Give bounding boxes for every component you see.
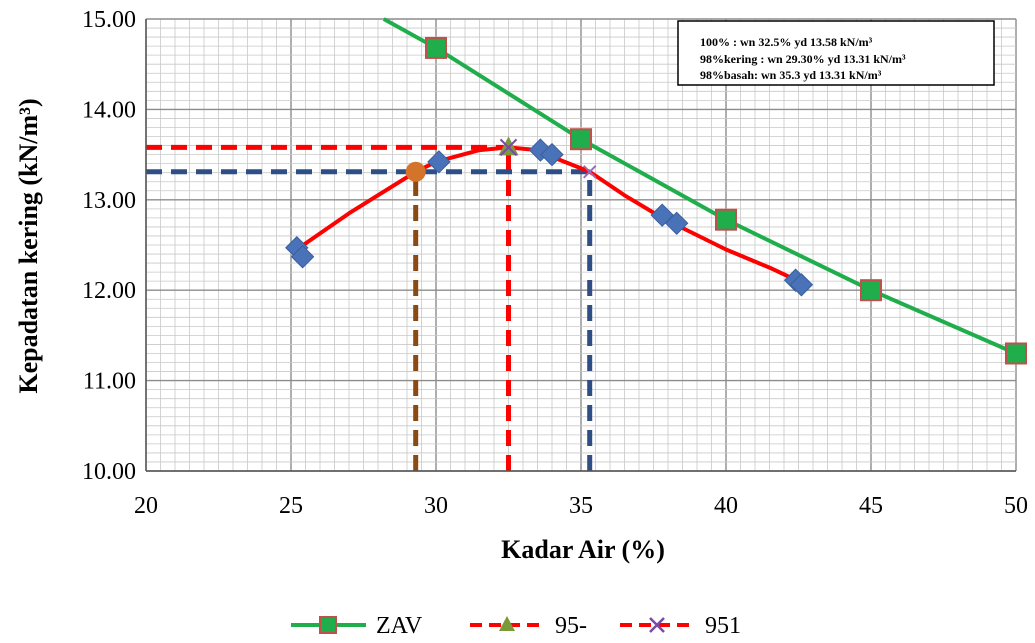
markers (285, 36, 1027, 365)
y-tick-label-5: 15.00 (82, 7, 136, 33)
legend-item-2: 951 (620, 613, 741, 639)
legend-label-1: 95- (555, 613, 587, 638)
legend-marker-2 (649, 617, 665, 633)
legend-marker-0 (319, 616, 337, 634)
x-axis-title: Kadar Air (%) (501, 535, 665, 564)
zav-marker-1 (570, 128, 592, 151)
annotation-line-3: 98%basah: wn 35.3 yd 13.31 kN/m³ (700, 68, 882, 82)
point-98-kering-marker (405, 161, 426, 182)
y-tick-label-4: 14.00 (82, 97, 136, 123)
grid (145, 18, 1017, 472)
point-100-marker (498, 136, 519, 156)
x-tick-label-6: 50 (1004, 493, 1028, 519)
annotation-line-1: 100% : wn 32.5% yd 13.58 kN/m³ (700, 35, 873, 49)
y-tick-label-0: 10.00 (82, 459, 136, 485)
y-tick-label-2: 12.00 (82, 278, 136, 304)
zav-marker-3 (860, 279, 882, 302)
legend-item-1: 95- (470, 613, 587, 639)
legend-label-2: 951 (705, 613, 741, 638)
x-tick-label-2: 30 (424, 493, 448, 519)
y-tick-label-1: 11.00 (83, 369, 136, 395)
x-tick-label-3: 35 (569, 493, 593, 519)
x-tick-label-1: 25 (279, 493, 303, 519)
y-axis-title: Kepadatan kering (kN/m³) (14, 98, 43, 393)
x-tick-label-5: 45 (859, 493, 883, 519)
guide-lines (146, 144, 593, 471)
zav-marker-0 (425, 36, 447, 59)
legend: ZAV 95- 951 (291, 613, 741, 639)
x-tick-label-4: 40 (714, 493, 738, 519)
zav-marker-2 (715, 208, 737, 231)
legend-label-0: ZAV (376, 613, 423, 638)
point-100-cross (499, 138, 518, 157)
test-marker-1 (290, 245, 315, 269)
test-marker-8 (789, 273, 814, 297)
annotation-box: 100% : wn 32.5% yd 13.58 kN/m³ 98%kering… (677, 20, 995, 86)
test-marker-4 (540, 142, 564, 167)
axes: 10.00 11.00 12.00 13.00 14.00 15.00 20 25 30 35 40… (82, 7, 1028, 519)
annotation-line-2: 98%kering : wn 29.30% yd 13.31 kN/m³ (700, 52, 906, 66)
y-tick-label-3: 13.00 (82, 188, 136, 214)
test-marker-6 (664, 211, 689, 236)
point-98-basah-marker (582, 165, 597, 179)
legend-item-0: ZAV (291, 613, 423, 639)
legend-marker-1 (499, 616, 515, 631)
x-tick-label-0: 20 (134, 493, 158, 519)
zav-marker-4 (1005, 342, 1027, 365)
test-marker-2 (427, 150, 451, 174)
